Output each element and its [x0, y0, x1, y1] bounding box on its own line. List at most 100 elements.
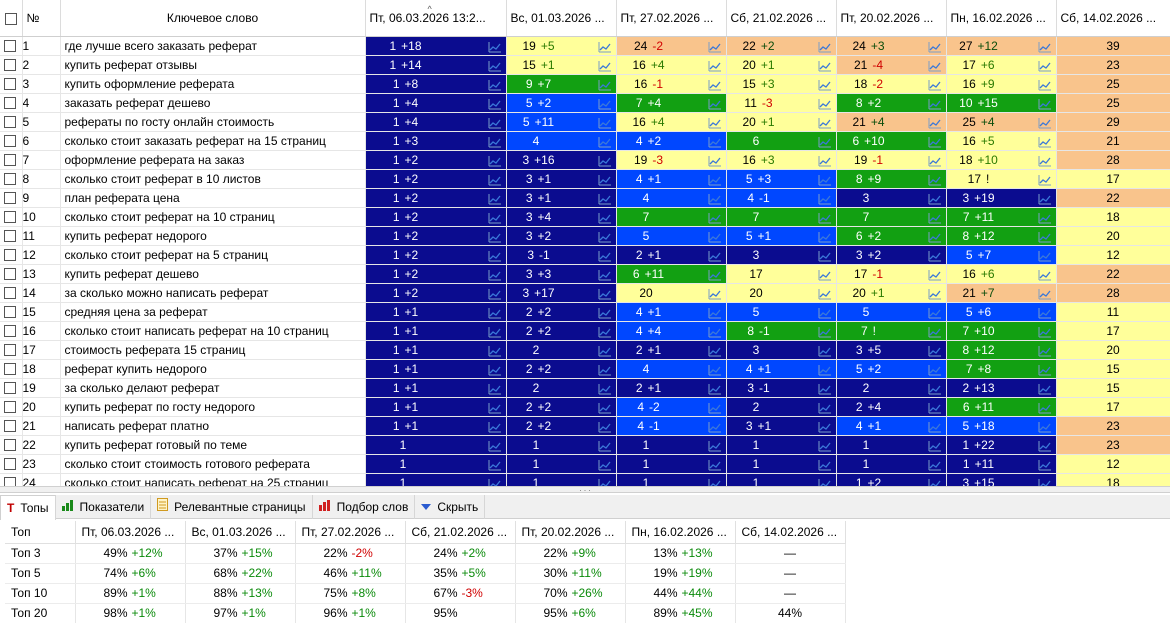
position-cell[interactable]: 21 -4 [836, 55, 947, 75]
position-cell[interactable]: 1 +14 [365, 55, 507, 75]
keyword-cell[interactable]: купить реферат дешево [60, 264, 366, 284]
position-cell[interactable]: 7 +4 [616, 93, 727, 113]
position-cell[interactable]: 18 -2 [836, 74, 947, 94]
trend-chart-icon[interactable] [598, 78, 612, 90]
trend-chart-icon[interactable] [928, 211, 942, 223]
trend-chart-icon[interactable] [488, 97, 502, 109]
position-cell[interactable]: 4 +2 [616, 131, 727, 151]
trend-chart-icon[interactable] [598, 439, 612, 451]
position-cell[interactable]: 4 [506, 131, 617, 151]
position-cell[interactable]: 22 [1056, 188, 1170, 208]
trend-chart-icon[interactable] [708, 97, 722, 109]
trend-chart-icon[interactable] [928, 382, 942, 394]
column-date-1[interactable]: ^ Пт, 06.03.2026 13:2... [365, 0, 507, 37]
position-cell[interactable]: 5 +18 [946, 416, 1057, 436]
row-checkbox-cell[interactable] [0, 188, 23, 208]
position-cell[interactable]: 1 +2 [365, 169, 507, 189]
table-row[interactable]: 16 сколько стоит написать реферат на 10 с… [0, 321, 1170, 341]
trend-chart-icon[interactable] [488, 40, 502, 52]
position-cell[interactable]: 1 +2 [365, 283, 507, 303]
panel-splitter[interactable]: . . . [0, 485, 1170, 493]
trend-chart-icon[interactable] [488, 287, 502, 299]
table-row[interactable]: 3 купить оформление реферата 1 +8 9 +7 16 -1 15 +… [0, 74, 1170, 94]
position-cell[interactable]: 15 +3 [726, 74, 837, 94]
position-cell[interactable]: 1 +1 [365, 340, 507, 360]
trend-chart-icon[interactable] [708, 268, 722, 280]
row-checkbox-cell[interactable] [0, 264, 23, 284]
trend-chart-icon[interactable] [708, 439, 722, 451]
position-cell[interactable]: 7 +10 [946, 321, 1057, 341]
position-cell[interactable]: 21 +7 [946, 283, 1057, 303]
position-cell[interactable]: 16 +9 [946, 74, 1057, 94]
row-checkbox[interactable] [4, 401, 16, 414]
trend-chart-icon[interactable] [708, 135, 722, 147]
trend-chart-icon[interactable] [598, 325, 612, 337]
position-cell[interactable]: 4 -1 [726, 188, 837, 208]
table-row[interactable]: 20 купить реферат по госту недорого 1 +1 2 +2… [0, 397, 1170, 417]
position-cell[interactable]: 3 +19 [946, 188, 1057, 208]
position-cell[interactable]: 5 +1 [726, 226, 837, 246]
position-cell[interactable]: 1 [726, 435, 837, 455]
row-checkbox-cell[interactable] [0, 454, 23, 474]
table-row[interactable]: 17 стоимость реферата 15 страниц 1 +1 2 2 +1 3 3… [0, 340, 1170, 360]
trend-chart-icon[interactable] [488, 59, 502, 71]
keyword-cell[interactable]: средняя цена за реферат [60, 302, 366, 322]
keyword-cell[interactable]: сколько стоит реферат на 5 страниц [60, 245, 366, 265]
row-checkbox-cell[interactable] [0, 416, 23, 436]
position-cell[interactable]: 9 +7 [506, 74, 617, 94]
trend-chart-icon[interactable] [928, 116, 942, 128]
row-checkbox-cell[interactable] [0, 150, 23, 170]
row-checkbox[interactable] [4, 40, 16, 53]
position-cell[interactable]: 1 +2 [365, 188, 507, 208]
position-cell[interactable]: 24 -2 [616, 36, 727, 56]
position-cell[interactable]: 2 [506, 340, 617, 360]
column-date-4[interactable]: Сб, 21.02.2026 ... [726, 0, 837, 37]
trend-chart-icon[interactable] [708, 344, 722, 356]
row-checkbox[interactable] [4, 78, 16, 91]
row-checkbox[interactable] [4, 363, 16, 376]
position-cell[interactable]: 8 +9 [836, 169, 947, 189]
trend-chart-icon[interactable] [598, 40, 612, 52]
trend-chart-icon[interactable] [928, 287, 942, 299]
table-row[interactable]: 15 средняя цена за реферат 1 +1 2 +2 4 +1 5 5 5 +6 1… [0, 302, 1170, 322]
column-keyword[interactable]: Ключевое слово [60, 0, 366, 37]
position-cell[interactable]: 11 [1056, 302, 1170, 322]
row-checkbox[interactable] [4, 59, 16, 72]
trend-chart-icon[interactable] [488, 211, 502, 223]
table-row[interactable]: 13 купить реферат дешево 1 +2 3 +3 6 +11 17 17 -1 1… [0, 264, 1170, 284]
trend-chart-icon[interactable] [708, 401, 722, 413]
position-cell[interactable]: 18 [1056, 207, 1170, 227]
trend-chart-icon[interactable] [1038, 40, 1052, 52]
trend-chart-icon[interactable] [488, 192, 502, 204]
keyword-cell[interactable]: сколько стоит заказать реферат на 15 стр… [60, 131, 366, 151]
tab-indicators[interactable]: Показатели [56, 495, 152, 519]
trend-chart-icon[interactable] [928, 173, 942, 185]
trend-chart-icon[interactable] [488, 439, 502, 451]
position-cell[interactable]: 8 +12 [946, 340, 1057, 360]
trend-chart-icon[interactable] [1038, 116, 1052, 128]
table-row[interactable]: 11 купить реферат недорого 1 +2 3 +2 5 5 +1 6 +2 8 +… [0, 226, 1170, 246]
row-checkbox-cell[interactable] [0, 226, 23, 246]
position-cell[interactable]: 3 +1 [726, 416, 837, 436]
position-cell[interactable]: 2 [726, 397, 837, 417]
table-row[interactable]: 9 план реферата цена 1 +2 3 +1 4 4 -1 3 3 +19 22 [0, 188, 1170, 208]
position-cell[interactable]: 22 +2 [726, 36, 837, 56]
position-cell[interactable]: 1 +4 [365, 93, 507, 113]
row-checkbox[interactable] [4, 382, 16, 395]
position-cell[interactable]: 5 +2 [836, 359, 947, 379]
position-cell[interactable]: 23 [1056, 416, 1170, 436]
position-cell[interactable]: 11 -3 [726, 93, 837, 113]
position-cell[interactable]: 20 [616, 283, 727, 303]
position-cell[interactable]: 4 [616, 359, 727, 379]
position-cell[interactable]: 2 [506, 378, 617, 398]
position-cell[interactable]: 17 -1 [836, 264, 947, 284]
position-cell[interactable]: 1 +2 [365, 245, 507, 265]
trend-chart-icon[interactable] [818, 439, 832, 451]
row-checkbox-cell[interactable] [0, 340, 23, 360]
keyword-cell[interactable]: сколько стоит реферат в 10 листов [60, 169, 366, 189]
trend-chart-icon[interactable] [818, 268, 832, 280]
position-cell[interactable]: 18 +10 [946, 150, 1057, 170]
trend-chart-icon[interactable] [818, 59, 832, 71]
trend-chart-icon[interactable] [818, 249, 832, 261]
table-row[interactable]: 10 сколько стоит реферат на 10 страниц 1 +2… [0, 207, 1170, 227]
